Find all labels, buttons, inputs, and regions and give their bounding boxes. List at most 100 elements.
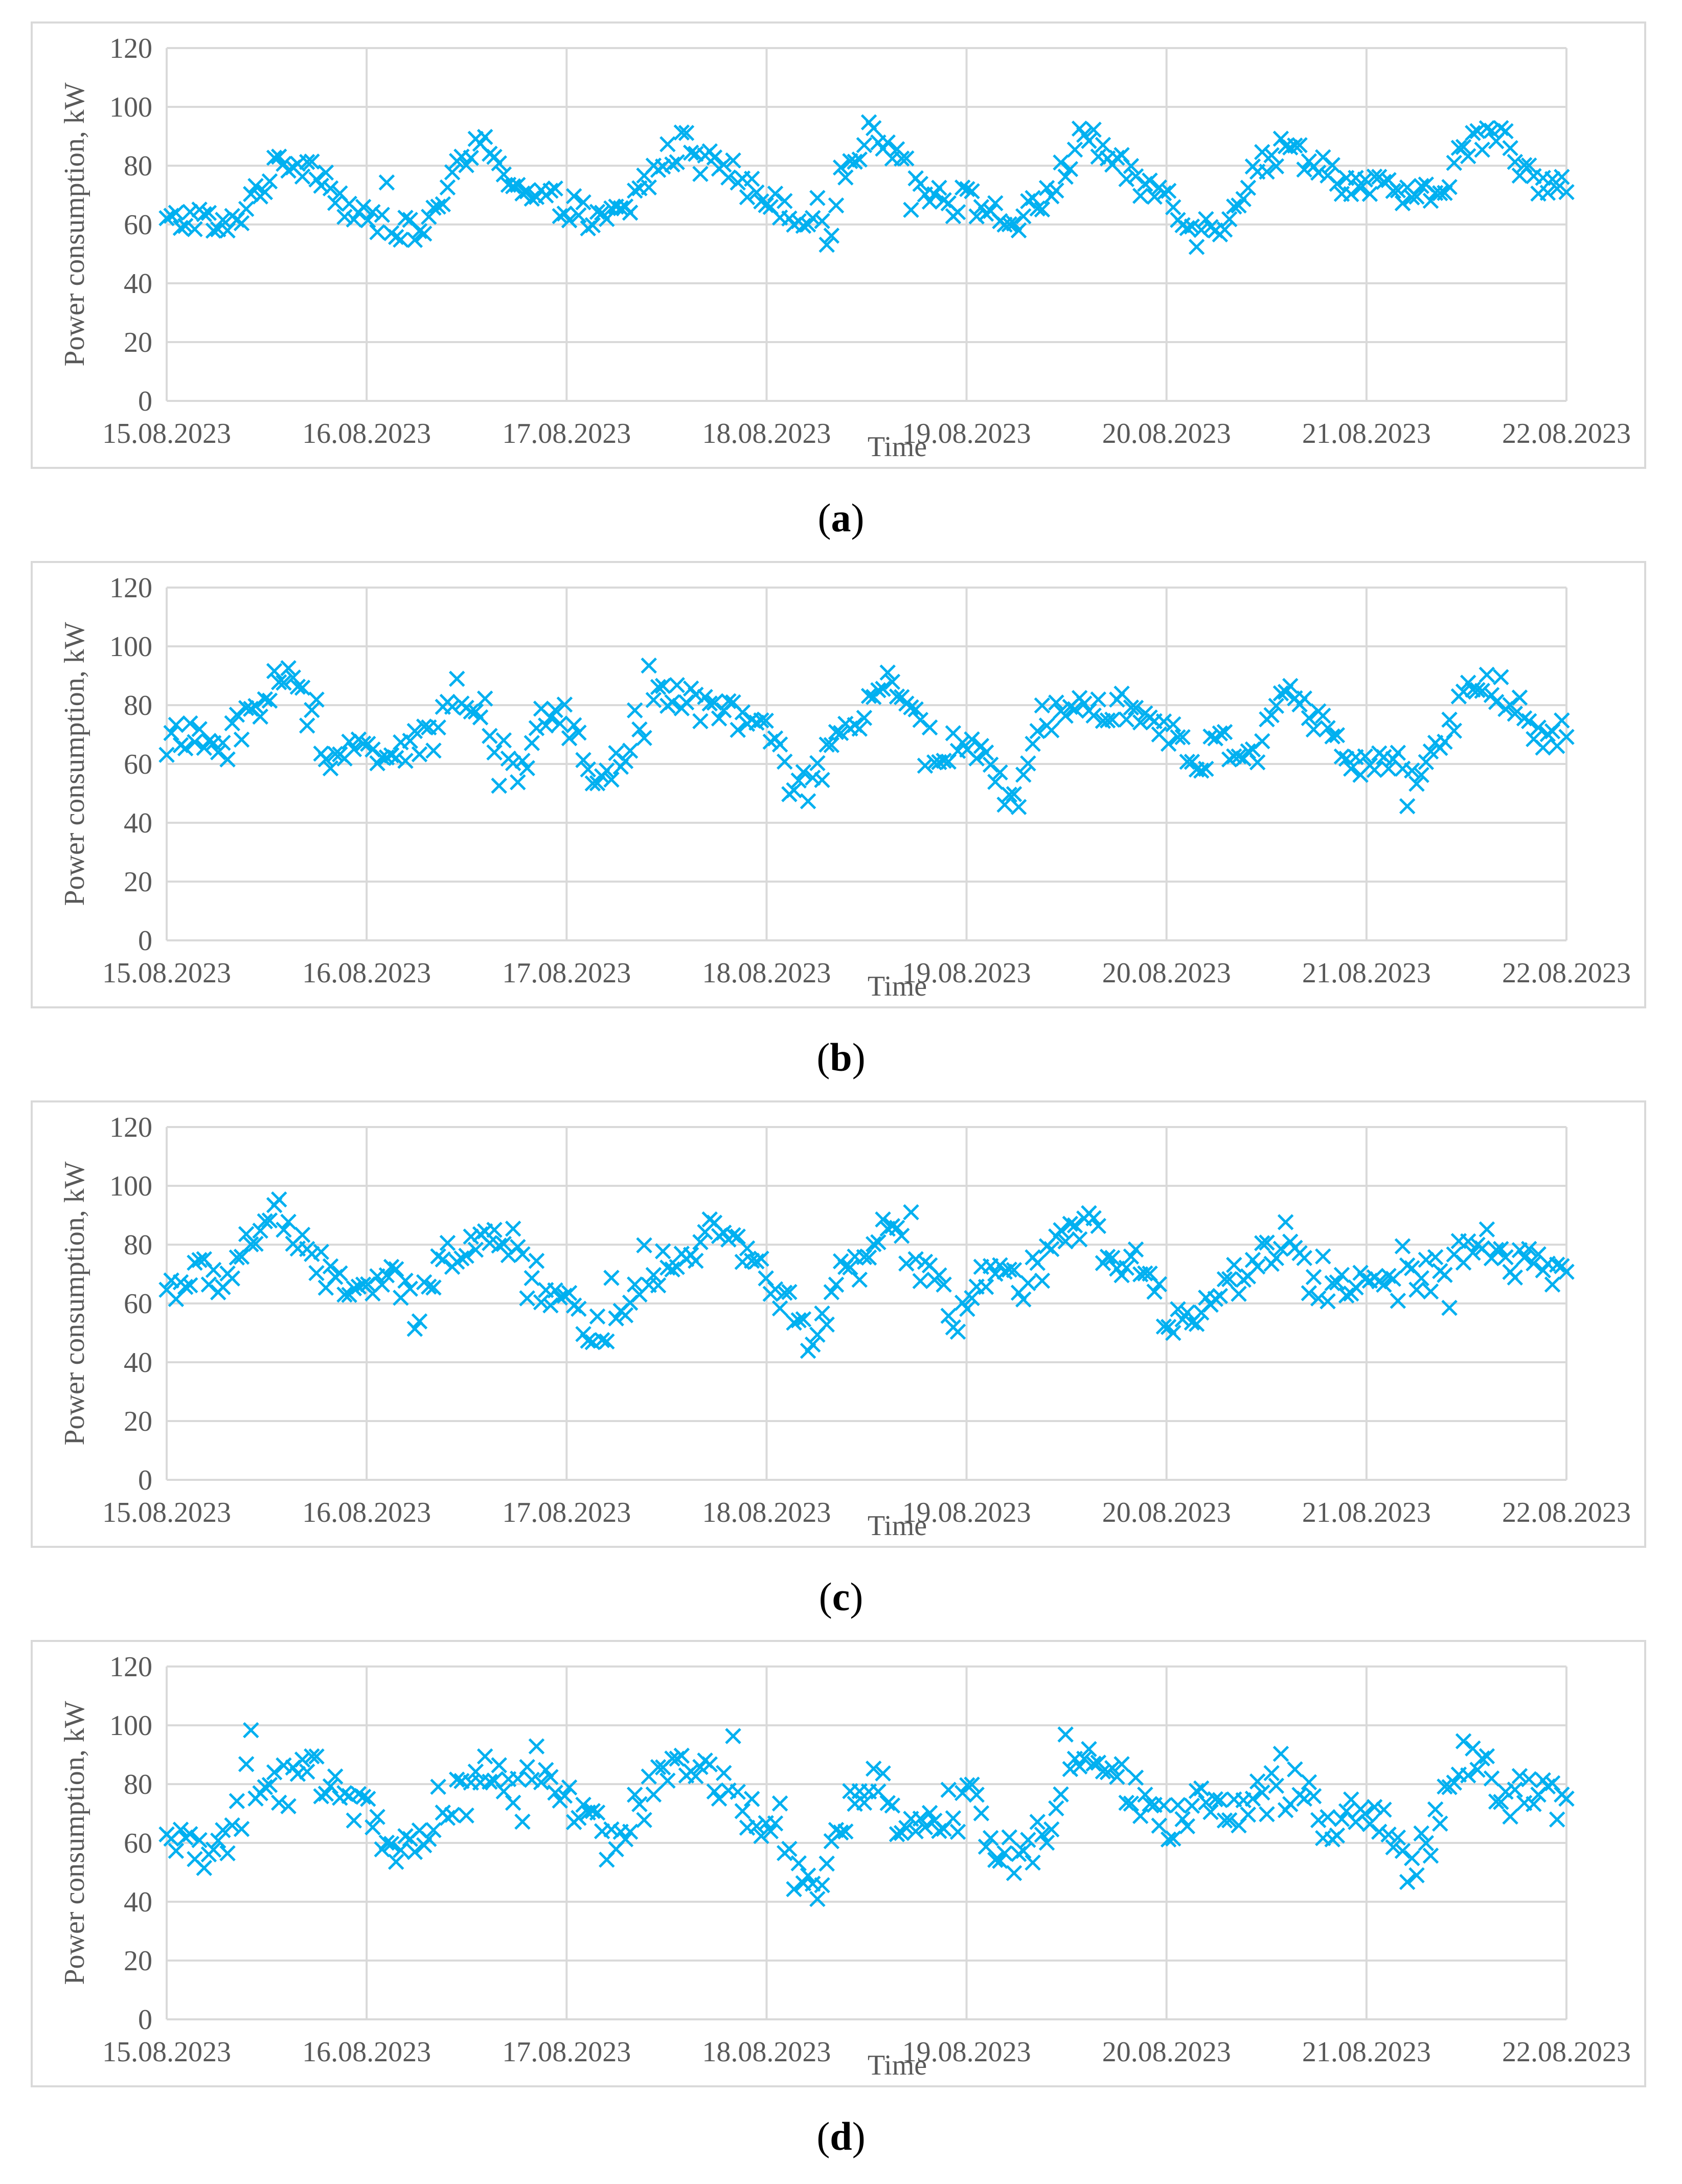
data-point-stroke <box>1333 748 1350 765</box>
data-point <box>828 197 845 214</box>
data-point-stroke <box>308 691 325 708</box>
data-point-stroke <box>1310 1812 1327 1829</box>
data-point-stroke <box>1427 1801 1444 1818</box>
data-point <box>1226 1256 1242 1273</box>
data-point-stroke <box>664 694 680 711</box>
data-point-stroke <box>1539 185 1556 201</box>
data-point <box>1226 748 1242 764</box>
data-point-stroke <box>795 764 812 780</box>
data-point-stroke <box>654 1243 671 1259</box>
data-point-stroke <box>636 730 652 746</box>
data-point <box>1118 1259 1134 1276</box>
y-tick-label: 120 <box>109 572 152 604</box>
data-point-stroke <box>842 1259 858 1276</box>
data-point <box>1188 1316 1205 1332</box>
data-point <box>612 200 629 216</box>
data-point <box>1127 1241 1144 1258</box>
data-point <box>1249 1258 1266 1275</box>
caption-letter: c <box>832 1574 850 1619</box>
data-point-stroke <box>191 721 208 737</box>
data-point-stroke <box>964 183 980 199</box>
data-point <box>1020 1275 1036 1291</box>
data-point-stroke <box>1357 1805 1374 1822</box>
data-point <box>378 1267 395 1284</box>
data-point <box>1123 157 1140 174</box>
data-point <box>1558 729 1575 745</box>
data-point <box>571 1810 587 1826</box>
data-point-stroke <box>725 1227 741 1244</box>
data-point <box>1422 743 1439 760</box>
data-point <box>1530 719 1547 736</box>
data-point <box>505 755 521 772</box>
data-point-stroke <box>1385 1839 1401 1856</box>
data-point-stroke <box>767 185 784 202</box>
data-point <box>458 1807 474 1824</box>
data-point <box>1376 1802 1392 1818</box>
data-point-stroke <box>444 699 461 715</box>
data-point <box>1132 188 1149 204</box>
data-point-stroke <box>622 1823 639 1840</box>
data-point-stroke <box>1493 1241 1509 1257</box>
data-point <box>1127 700 1144 716</box>
data-point-stroke <box>992 1853 1008 1869</box>
data-point <box>1001 1262 1018 1278</box>
data-point-stroke <box>832 1824 849 1841</box>
data-point <box>369 1809 385 1825</box>
data-point-stroke <box>771 1300 788 1317</box>
data-point <box>528 720 545 736</box>
data-point-stroke <box>261 692 278 709</box>
data-point-stroke <box>1240 743 1257 759</box>
data-point-stroke <box>856 710 873 726</box>
data-point-stroke <box>1193 221 1210 238</box>
data-point-stroke <box>1361 186 1378 202</box>
data-point <box>1165 716 1181 733</box>
data-point-stroke <box>1329 175 1346 192</box>
data-point-stroke <box>463 1228 479 1245</box>
data-point <box>580 1333 596 1349</box>
data-point <box>856 137 873 153</box>
data-point-stroke <box>790 1312 807 1329</box>
data-point-stroke <box>350 1278 367 1295</box>
data-point-stroke <box>552 208 568 224</box>
data-point-stroke <box>266 663 283 680</box>
data-point <box>322 1258 339 1275</box>
data-point <box>552 208 568 224</box>
data-point-stroke <box>847 153 863 170</box>
data-point-stroke <box>1071 1758 1088 1775</box>
data-point-stroke <box>444 1807 461 1823</box>
data-point-stroke <box>1483 1770 1500 1787</box>
data-point <box>210 1832 226 1849</box>
data-point-stroke <box>247 178 264 194</box>
data-point <box>1483 687 1500 703</box>
data-point <box>1469 123 1486 140</box>
data-point <box>332 1265 348 1281</box>
data-point-stroke <box>304 1246 320 1263</box>
data-point-stroke <box>1366 168 1383 185</box>
data-point-stroke <box>1558 184 1575 200</box>
data-point-stroke <box>1479 666 1495 683</box>
data-point <box>978 744 994 761</box>
data-point <box>1071 1758 1088 1775</box>
data-point <box>365 1819 381 1836</box>
data-point <box>276 1222 292 1238</box>
data-point <box>435 1251 451 1268</box>
data-point <box>1394 1842 1411 1859</box>
data-point <box>542 709 559 726</box>
data-point <box>271 148 287 165</box>
data-point <box>776 1285 793 1301</box>
data-point-stroke <box>1413 177 1429 194</box>
data-point-stroke <box>393 232 409 248</box>
data-point-stroke <box>683 144 699 161</box>
data-point <box>1333 1267 1350 1284</box>
data-point-stroke <box>476 690 493 707</box>
data-point-stroke <box>907 1251 924 1268</box>
data-point <box>1413 1825 1429 1842</box>
data-point <box>1066 701 1083 717</box>
data-point-stroke <box>725 1728 741 1744</box>
data-point <box>163 725 179 741</box>
data-point-stroke <box>711 710 728 727</box>
data-point <box>1151 1817 1168 1834</box>
data-point <box>215 1822 231 1838</box>
data-point-stroke <box>322 180 339 197</box>
data-point-stroke <box>463 703 479 720</box>
